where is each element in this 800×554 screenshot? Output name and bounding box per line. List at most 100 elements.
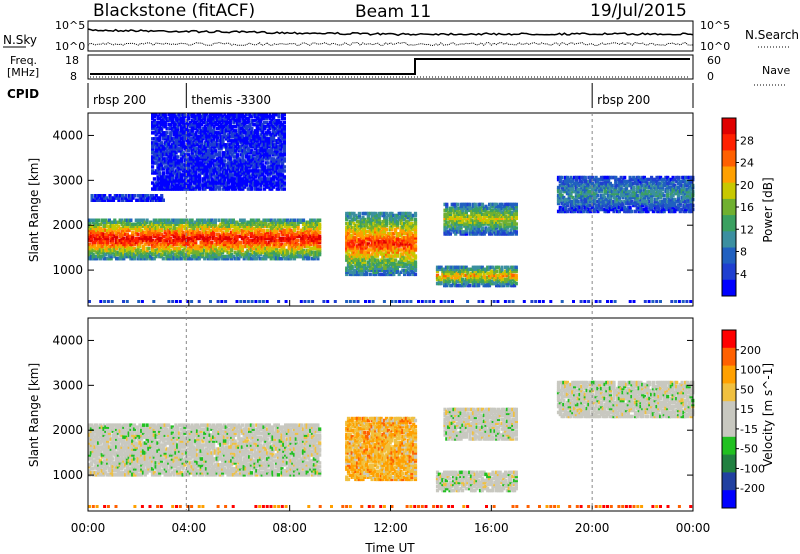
heatmap-cell — [214, 159, 218, 163]
heatmap-cell — [244, 244, 248, 249]
heatmap-cell — [190, 228, 194, 233]
heatmap-cell — [217, 147, 221, 151]
heatmap-cell — [257, 224, 261, 228]
heatmap-cell — [263, 175, 267, 179]
heatmap-cell — [109, 244, 113, 249]
heatmap-cell — [282, 113, 286, 117]
heatmap-cell — [192, 187, 196, 191]
heatmap-cell — [287, 226, 291, 231]
heatmap-cell — [219, 159, 223, 163]
heatmap-cell — [219, 254, 223, 259]
heatmap-cell — [268, 143, 272, 147]
heatmap-cell — [239, 250, 243, 255]
heatmap-cell — [198, 139, 202, 143]
heatmap-cell — [248, 123, 252, 127]
heatmap-cell — [252, 131, 256, 135]
heatmap-cell — [282, 131, 286, 135]
heatmap-cell — [300, 248, 304, 253]
heatmap-cell — [277, 115, 281, 119]
heatmap-cell — [129, 234, 133, 239]
heatmap-cell — [266, 224, 270, 228]
heatmap-cell — [215, 242, 219, 247]
heatmap-cell — [223, 151, 227, 155]
heatmap-cell — [275, 254, 279, 259]
heatmap-cell — [310, 232, 315, 237]
heatmap-cell — [307, 240, 311, 245]
heatmap-cell — [255, 135, 259, 139]
heatmap-cell — [264, 222, 268, 226]
heatmap-cell — [120, 196, 124, 200]
heatmap-cell — [165, 131, 169, 135]
heatmap-cell — [210, 123, 214, 127]
heatmap-cell — [192, 135, 196, 139]
heatmap-cell — [257, 143, 261, 147]
heatmap-cell — [282, 248, 286, 253]
heatmap-cell — [221, 139, 225, 143]
heatmap-cell — [93, 230, 97, 235]
heatmap-cell — [296, 238, 300, 243]
heatmap-cell — [195, 236, 200, 241]
heatmap-cell — [298, 246, 302, 251]
heatmap-cell — [208, 222, 212, 226]
heatmap-cell — [241, 149, 245, 153]
heatmap-cell — [307, 244, 311, 249]
heatmap-cell — [284, 250, 288, 255]
heatmap-cell — [170, 238, 174, 243]
heatmap-cell — [261, 141, 265, 145]
heatmap-cell — [244, 179, 249, 183]
heatmap-cell — [246, 254, 250, 259]
heatmap-cell — [131, 238, 135, 243]
heatmap-cell — [221, 218, 225, 222]
heatmap-cell — [243, 115, 247, 119]
heatmap-cell — [261, 151, 265, 155]
heatmap-cell — [248, 240, 252, 245]
heatmap-cell — [186, 252, 191, 257]
heatmap-cell — [167, 123, 171, 127]
heatmap-cell — [260, 224, 264, 228]
heatmap-cell — [312, 254, 316, 259]
heatmap-cell — [163, 218, 167, 222]
heatmap-cell — [307, 232, 311, 237]
heatmap-cell — [172, 145, 176, 149]
nsky-label: N.Sky — [3, 33, 37, 47]
heatmap-cell — [249, 218, 253, 222]
heatmap-cell — [303, 232, 307, 237]
heatmap-cell — [91, 254, 95, 259]
heatmap-cell — [234, 131, 238, 135]
heatmap-cell — [219, 236, 223, 241]
heatmap-cell — [176, 226, 180, 231]
heatmap-cell — [178, 167, 182, 171]
heatmap-cell — [172, 131, 176, 135]
heatmap-cell — [156, 147, 160, 151]
heatmap-cell — [147, 254, 151, 259]
heatmap-cell — [278, 224, 282, 228]
heatmap-cell — [208, 173, 212, 177]
heatmap-cell — [235, 159, 240, 163]
heatmap-cell — [221, 248, 225, 253]
heatmap-cell — [240, 230, 244, 235]
heatmap-cell — [221, 173, 225, 177]
heatmap-cell — [132, 254, 137, 259]
heatmap-cell — [203, 256, 207, 261]
heatmap-cell — [179, 240, 183, 245]
freq-line — [90, 58, 690, 75]
heatmap-cell — [199, 137, 203, 141]
heatmap-cell — [217, 143, 221, 147]
heatmap-cell — [159, 232, 164, 237]
heatmap-cell — [136, 226, 140, 231]
heatmap-cell — [282, 177, 286, 181]
heatmap-cell — [169, 113, 173, 117]
heatmap-cell — [132, 226, 137, 231]
heatmap-cell — [145, 198, 149, 202]
heatmap-cell — [154, 147, 158, 151]
heatmap-cell — [278, 226, 282, 231]
heatmap-cell — [243, 161, 247, 165]
heatmap-cell — [252, 181, 256, 185]
heatmap-cell — [268, 139, 272, 143]
heatmap-cell — [169, 125, 173, 129]
heatmap-cell — [268, 179, 272, 183]
heatmap-cell — [178, 185, 182, 189]
heatmap-cell — [181, 115, 185, 119]
heatmap-cell — [348, 272, 352, 277]
heatmap-cell — [261, 153, 265, 157]
